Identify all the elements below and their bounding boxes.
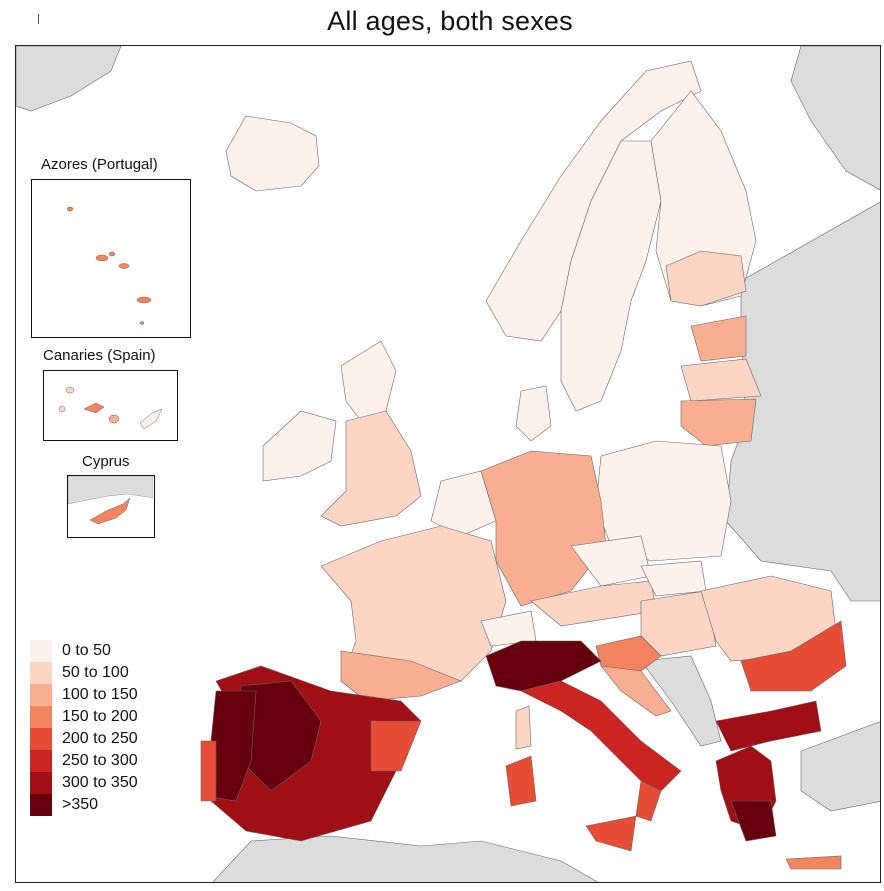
portugal-coast <box>200 740 217 802</box>
ireland <box>262 410 337 482</box>
iceland <box>225 115 320 192</box>
northern-land <box>790 46 880 191</box>
azores-inset[interactable] <box>31 179 191 338</box>
legend-label: 0 to 50 <box>62 642 111 659</box>
legend-swatch <box>30 794 52 816</box>
italy-north <box>485 640 602 692</box>
lithuania <box>680 398 757 447</box>
legend-swatch <box>30 772 52 794</box>
cyprus-inset[interactable] <box>67 475 155 538</box>
canaries-map <box>58 386 163 430</box>
legend-label: >350 <box>62 796 99 813</box>
sweden <box>560 140 662 412</box>
slovenia-croatia <box>595 635 662 672</box>
legend-swatch <box>30 750 52 772</box>
azores-label: Azores (Portugal) <box>41 156 158 173</box>
stray-tick-mark <box>38 14 39 24</box>
corsica <box>515 705 532 750</box>
legend-item: 250 to 300 <box>30 750 138 772</box>
north-africa-land <box>212 835 599 882</box>
scotland <box>340 340 397 422</box>
legend-label: 50 to 100 <box>62 664 129 681</box>
sardinia <box>505 755 537 807</box>
cyprus-map <box>68 476 153 525</box>
legend-swatch <box>30 684 52 706</box>
sicily <box>585 815 637 852</box>
legend-label: 100 to 150 <box>62 686 138 703</box>
finland-south <box>665 250 747 307</box>
legend-item: 100 to 150 <box>30 684 138 706</box>
bulgaria <box>740 620 847 692</box>
legend-label: 300 to 350 <box>62 774 138 791</box>
austria <box>530 580 657 627</box>
legend-swatch <box>30 706 52 728</box>
cyprus-label: Cyprus <box>82 453 130 470</box>
greece-north <box>715 700 822 752</box>
legend-item: 200 to 250 <box>30 728 138 750</box>
greenland-land <box>16 46 122 112</box>
legend-item: >350 <box>30 794 138 816</box>
england <box>320 410 422 527</box>
canaries-label: Canaries (Spain) <box>43 347 156 364</box>
crete <box>785 855 842 870</box>
legend-label: 150 to 200 <box>62 708 138 725</box>
azores-map <box>66 206 152 325</box>
france-south <box>340 650 462 702</box>
legend-item: 0 to 50 <box>30 640 138 662</box>
map-frame[interactable] <box>15 45 881 883</box>
latvia <box>680 358 762 402</box>
norway <box>485 60 702 342</box>
legend-item: 150 to 200 <box>30 706 138 728</box>
estonia <box>690 315 747 362</box>
legend-label: 200 to 250 <box>62 730 138 747</box>
denmark <box>515 385 552 442</box>
croatia-coast <box>600 665 672 717</box>
legend-item: 50 to 100 <box>30 662 138 684</box>
legend-label: 250 to 300 <box>62 752 138 769</box>
balkans-no-data <box>640 655 722 747</box>
legend-swatch <box>30 640 52 662</box>
map-title: All ages, both sexes <box>327 6 573 36</box>
italy-south <box>635 780 662 822</box>
spain-east <box>370 720 422 772</box>
finland <box>650 90 757 307</box>
europe-map <box>16 46 880 882</box>
legend: 0 to 50 50 to 100 100 to 150 150 to 200 … <box>30 640 138 816</box>
peloponnese <box>730 800 777 842</box>
legend-item: 300 to 350 <box>30 772 138 794</box>
benelux <box>430 470 497 537</box>
legend-swatch <box>30 728 52 750</box>
legend-swatch <box>30 662 52 684</box>
turkey-land <box>800 721 880 812</box>
hungary <box>640 590 717 657</box>
canaries-inset[interactable] <box>43 370 178 441</box>
